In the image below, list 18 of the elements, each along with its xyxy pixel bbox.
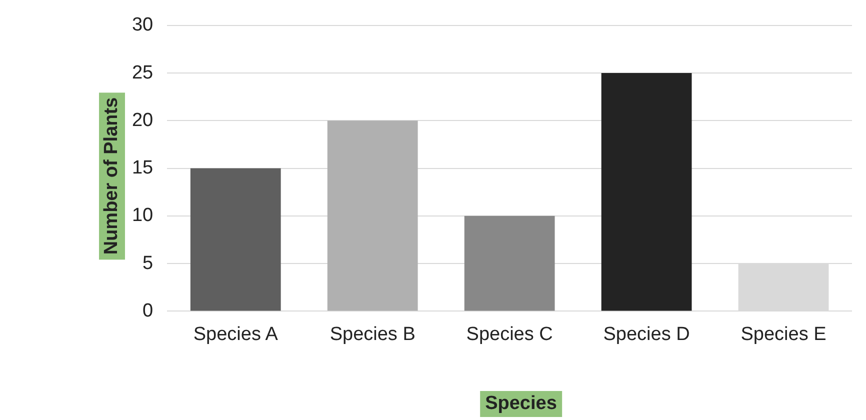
y-axis-title: Number of Plants — [99, 92, 125, 260]
y-tick-label: 25 — [132, 62, 154, 84]
x-tick-label: Species B — [330, 324, 416, 345]
bar — [601, 73, 692, 311]
bar — [190, 168, 281, 311]
x-tick-label: Species A — [193, 324, 278, 345]
x-tick-label: Species C — [466, 324, 553, 345]
y-tick-label: 30 — [132, 14, 154, 36]
y-tick-label: 0 — [142, 300, 154, 322]
x-tick-label: Species D — [603, 324, 690, 345]
y-tick-label: 15 — [132, 158, 154, 179]
x-axis-title: Species — [480, 391, 562, 417]
bar — [327, 120, 418, 311]
bar — [464, 216, 555, 311]
y-tick-label: 10 — [132, 205, 154, 226]
x-tick-label: Species E — [740, 324, 826, 345]
y-tick-label: 5 — [142, 252, 154, 274]
y-tick-label: 20 — [132, 110, 154, 131]
